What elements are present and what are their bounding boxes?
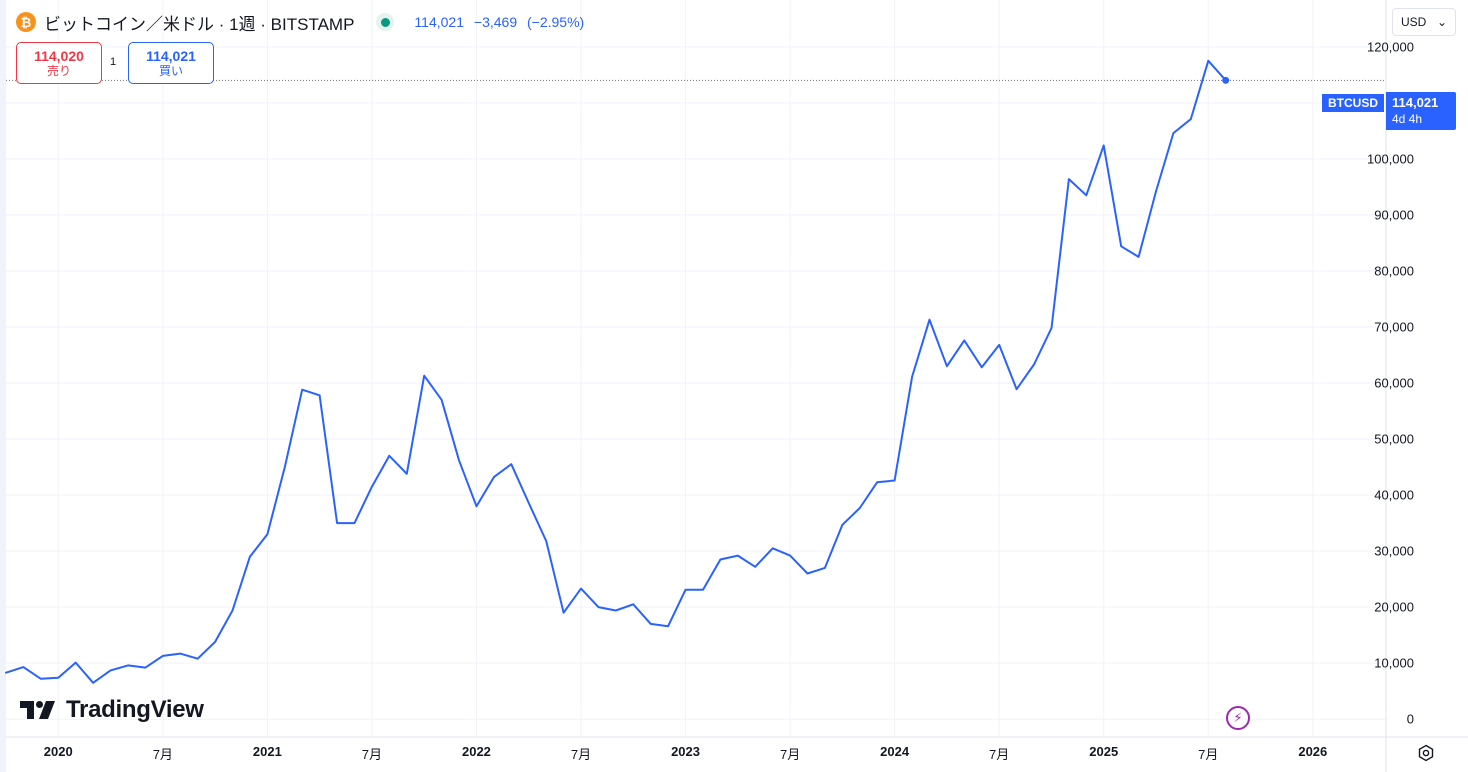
tradingview-wordmark: TradingView	[66, 696, 204, 723]
y-tick-label: 120,000	[1367, 39, 1414, 55]
y-tick-label: 80,000	[1374, 263, 1414, 279]
symbol-tag: BTCUSD	[1322, 94, 1384, 112]
status-dot-icon[interactable]	[376, 13, 395, 31]
y-tick-label: 10,000	[1374, 655, 1414, 671]
tradingview-watermark[interactable]: TradingView	[20, 696, 204, 724]
sell-button[interactable]: 114,020 売り	[16, 42, 102, 84]
buy-label: 買い	[158, 64, 183, 78]
y-tick-label: 0	[1406, 711, 1414, 727]
sell-label: 売り	[46, 64, 71, 78]
last-price-tag: 114,021 4d 4h	[1386, 92, 1456, 130]
bar-countdown: 4d 4h	[1392, 112, 1423, 126]
y-tick-label: 20,000	[1374, 599, 1414, 615]
y-tick-label: 90,000	[1374, 207, 1414, 223]
x-tick-label: 7月	[152, 747, 173, 762]
x-tick-label: 2025	[1089, 744, 1119, 759]
tradingview-logo-icon	[20, 701, 55, 719]
chevron-down-icon: ⌄	[1436, 15, 1447, 29]
x-tick-label: 2023	[671, 744, 700, 759]
buy-price: 114,021	[146, 48, 196, 64]
symbol-title[interactable]: ビットコイン／米ドル · 1週 · BITSTAMP	[44, 14, 355, 34]
currency-select[interactable]: USD ⌄	[1392, 8, 1456, 36]
y-tick-label: 60,000	[1374, 375, 1414, 391]
x-tick-label: 7月	[570, 747, 592, 762]
y-tick-label: 40,000	[1374, 487, 1414, 503]
last-price-tag-value: 114,021	[1392, 95, 1439, 110]
price-line	[5, 59, 1227, 684]
x-tick-label: 2020	[43, 744, 73, 759]
left-edge	[0, 0, 6, 772]
price-change-pct: (−2.95%)	[527, 14, 585, 30]
quote-values: 114,021 −3,469 (−2.95%)	[414, 14, 590, 30]
x-tick-label: 7月	[989, 747, 1010, 762]
sell-price: 114,020	[34, 48, 84, 64]
x-tick-label: 2026	[1298, 744, 1328, 759]
y-tick-label: 70,000	[1374, 319, 1414, 335]
lightning-icon[interactable]: ⚡	[1226, 706, 1250, 730]
y-tick-label: 30,000	[1374, 543, 1414, 559]
x-tick-label: 7月	[361, 747, 383, 762]
y-tick-label: 50,000	[1374, 431, 1414, 447]
price-change: −3,469	[473, 14, 518, 30]
bitcoin-icon: ₿	[16, 12, 36, 32]
x-tick-label: 2022	[461, 744, 491, 759]
x-tick-label: 7月	[1198, 747, 1219, 762]
x-tick-label: 2021	[252, 744, 282, 759]
symbol-legend: ₿ ビットコイン／米ドル · 1週 · BITSTAMP 114,021 −3,…	[16, 10, 590, 34]
buy-button[interactable]: 114,021 買い	[128, 42, 214, 84]
y-tick-label: 100,000	[1367, 151, 1414, 167]
last-point	[1222, 76, 1230, 84]
x-tick-label: 7月	[779, 747, 801, 762]
last-price: 114,021	[414, 14, 464, 30]
x-tick-label: 2024	[880, 744, 910, 759]
gear-icon[interactable]	[1414, 742, 1438, 764]
currency-value: USD	[1401, 15, 1427, 29]
order-quantity[interactable]: 1	[110, 56, 117, 68]
